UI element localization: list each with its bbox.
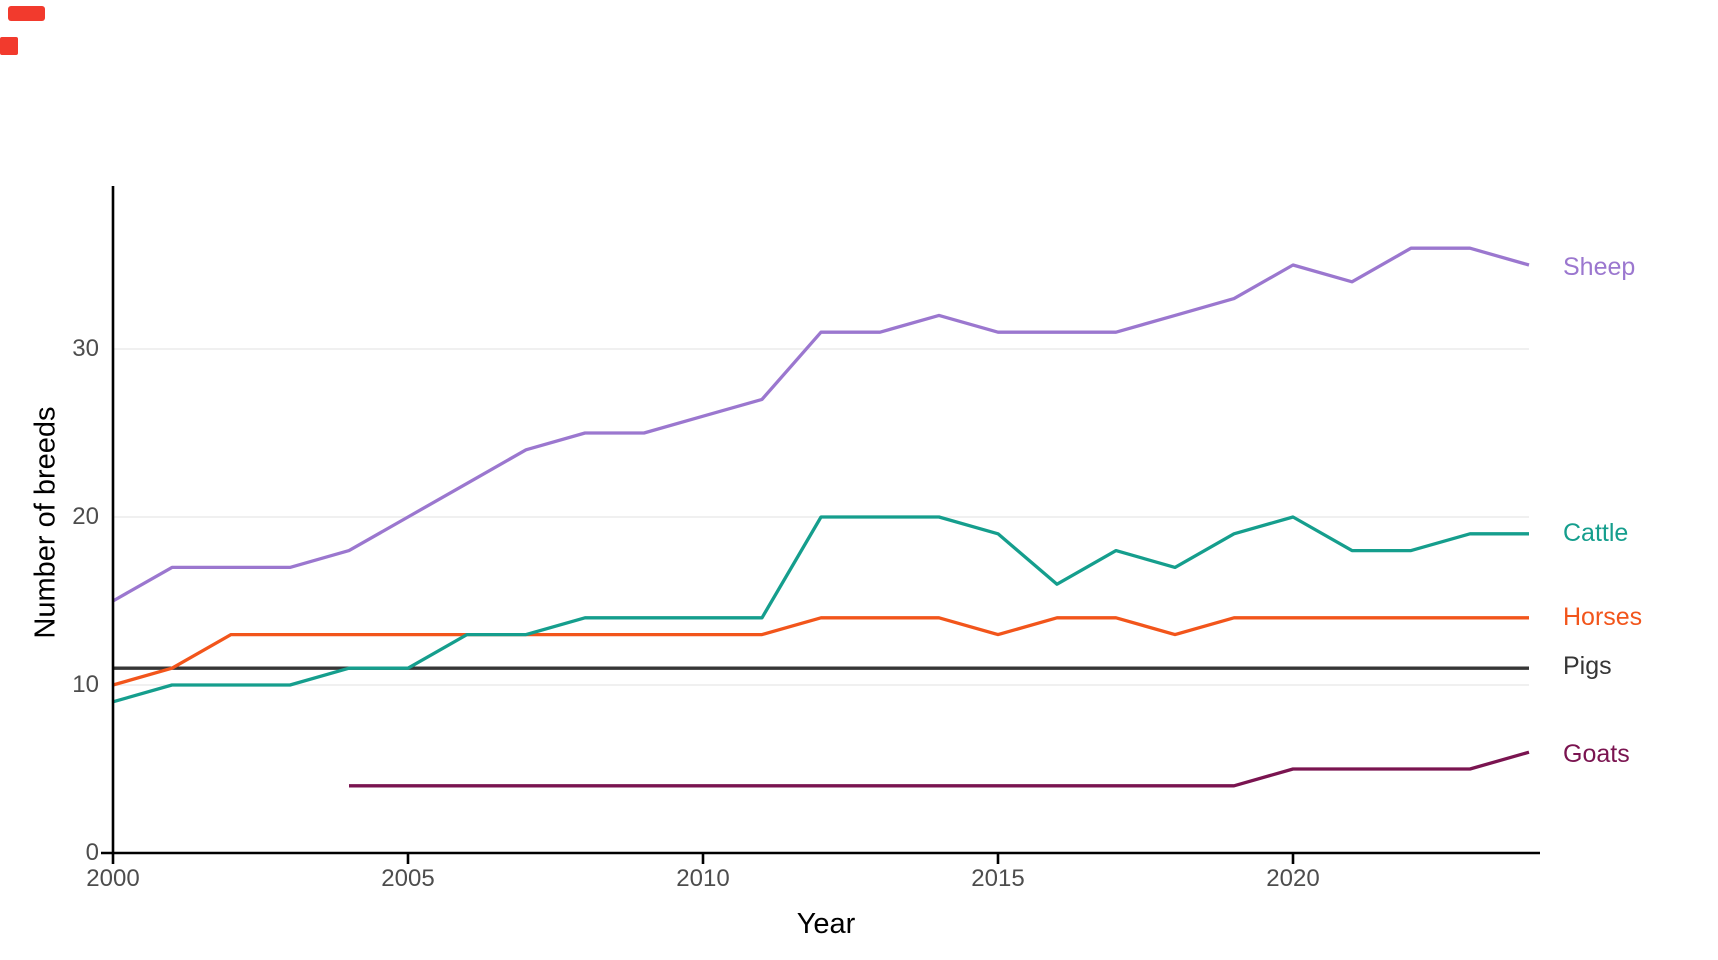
series-label-sheep: Sheep — [1563, 253, 1636, 281]
line-goats — [349, 750, 1530, 788]
x-axis-title: Year — [796, 908, 856, 940]
y-axis-title: Number of breeds — [29, 406, 62, 639]
x-tick-label-2005: 2005 — [381, 865, 435, 892]
series-label-horses: Horses — [1563, 603, 1643, 631]
x-tick-label-2000: 2000 — [86, 865, 140, 892]
line-cattle — [112, 515, 1529, 704]
line-sheep — [112, 246, 1530, 603]
x-tick-label-2020: 2020 — [1266, 865, 1320, 892]
y-tick-label-20: 20 — [72, 503, 99, 530]
series-label-pigs: Pigs — [1563, 652, 1612, 680]
series-label-goats: Goats — [1563, 740, 1630, 768]
series-lines — [112, 246, 1530, 788]
x-tick-label-2010: 2010 — [676, 865, 730, 892]
x-tick-label-2015: 2015 — [971, 865, 1025, 892]
line-horses — [112, 616, 1529, 687]
y-tick-label-0: 0 — [85, 839, 99, 866]
red-artifact-top-left — [8, 6, 45, 21]
series-label-cattle: Cattle — [1563, 519, 1629, 547]
axes — [101, 186, 1540, 864]
y-tick-label-30: 30 — [72, 335, 99, 362]
red-artifact-left-edge — [0, 37, 18, 55]
y-tick-label-10: 10 — [72, 671, 99, 698]
